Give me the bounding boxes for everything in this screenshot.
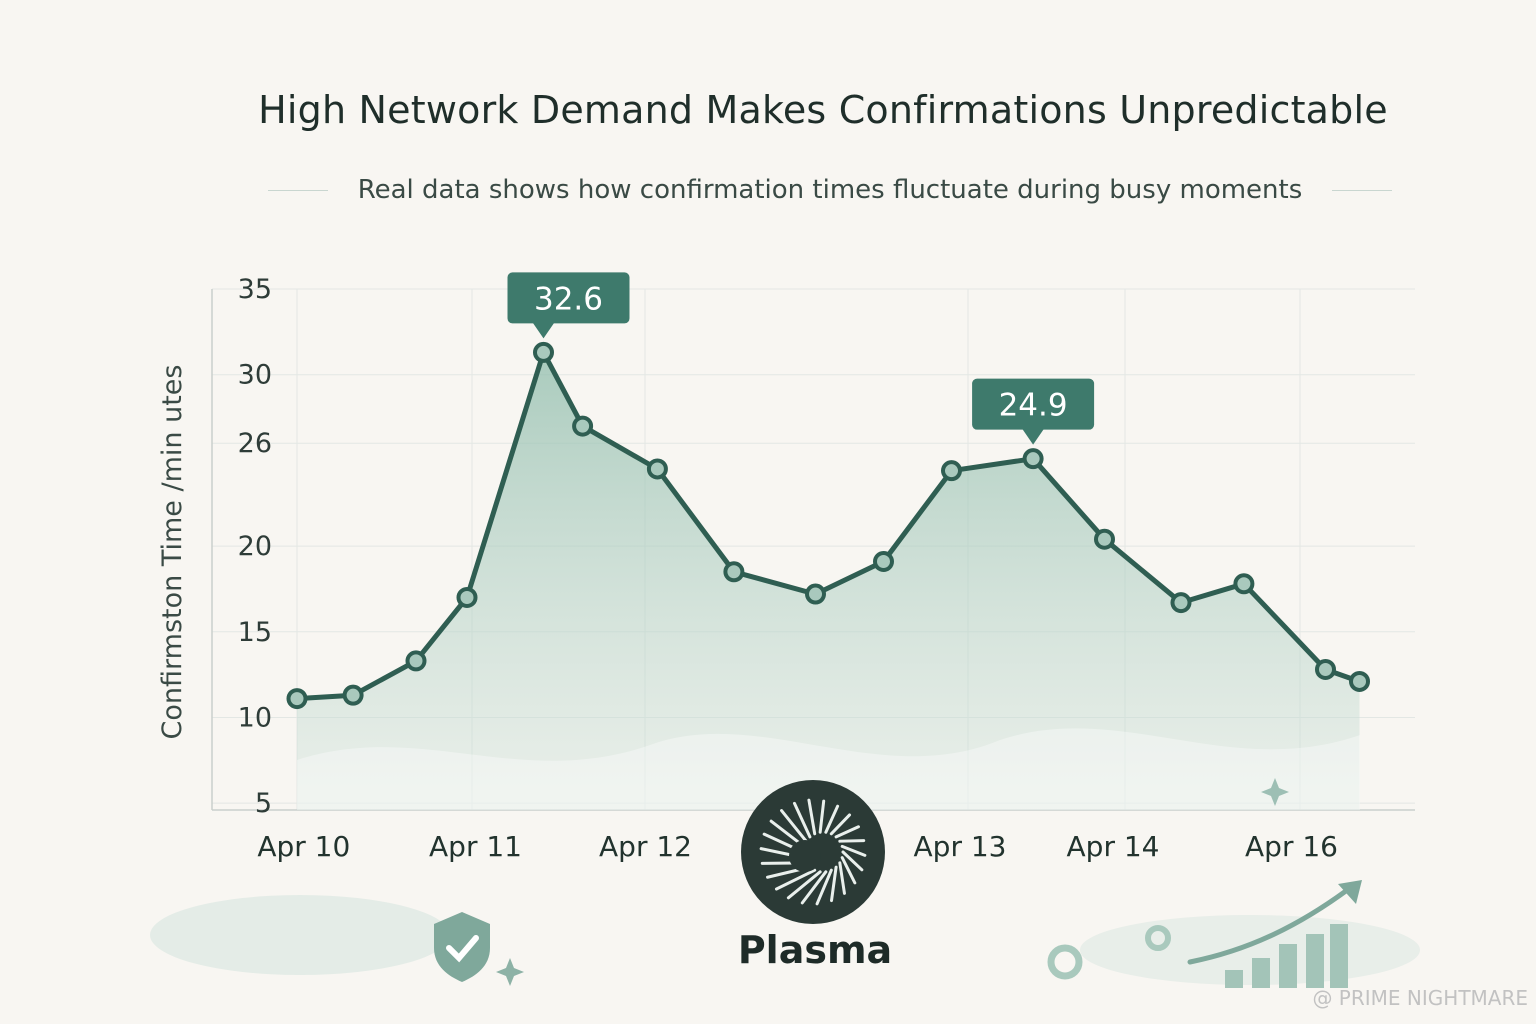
decorative-wave xyxy=(297,728,1360,810)
plasma-logo-ray xyxy=(840,856,857,885)
bar-chart-icon xyxy=(1279,944,1297,988)
plasma-logo-ray xyxy=(774,868,817,891)
plasma-logo-ray xyxy=(830,865,838,903)
y-tick-label: 35 xyxy=(238,274,272,305)
ring-icon xyxy=(1145,925,1171,951)
plasma-logo-ray xyxy=(838,839,866,843)
plasma-logo-core xyxy=(789,840,821,872)
data-point xyxy=(723,561,745,583)
growth-arrow-icon xyxy=(1187,885,1353,965)
ring-icon xyxy=(1047,944,1083,980)
y-axis-label: Confirmston Time /min utes xyxy=(157,365,188,740)
decoration-layer xyxy=(150,728,1420,988)
sparkle-icon xyxy=(496,958,524,986)
data-point xyxy=(646,458,668,480)
callout-label: 32.6 xyxy=(534,281,603,317)
x-tick-label: Apr 10 xyxy=(257,830,350,863)
decorative-blob xyxy=(1080,915,1420,985)
plasma-logo-ray xyxy=(780,809,808,843)
y-tick-label: 10 xyxy=(238,702,272,733)
plasma-logo-ray xyxy=(807,798,817,836)
chart-subtitle: Real data shows how confirmation times f… xyxy=(357,175,1303,205)
plasma-logo-ray xyxy=(829,813,852,836)
callout-box xyxy=(972,378,1095,430)
x-tick-label: Apr 12 xyxy=(599,830,692,863)
data-point xyxy=(1233,573,1255,595)
bar-chart-icon xyxy=(1252,958,1270,988)
data-point xyxy=(405,650,427,672)
growth-arrow-head xyxy=(1338,880,1362,904)
callout-label: 24.9 xyxy=(999,388,1068,424)
bar-chart-icon xyxy=(1330,924,1348,988)
callout-box xyxy=(507,272,630,324)
y-tick-label: 26 xyxy=(238,428,272,459)
x-tick-label: Apr 11 xyxy=(429,830,522,863)
data-point xyxy=(286,688,308,710)
data-points xyxy=(286,341,1370,710)
plasma-logo-ray xyxy=(841,850,864,872)
bar-chart-icon xyxy=(1306,934,1324,988)
x-tick-label: Apr 14 xyxy=(1067,830,1160,863)
brand-name: Plasma xyxy=(737,928,893,972)
plasma-logo-ray xyxy=(838,861,846,895)
sparkle-icon xyxy=(1261,778,1289,806)
plasma-logo-ray xyxy=(818,799,826,834)
data-point xyxy=(1315,658,1336,680)
plasma-logo-ray xyxy=(792,801,812,839)
plasma-logo-icon xyxy=(741,780,885,924)
data-point xyxy=(1022,448,1044,470)
data-point xyxy=(873,550,894,572)
x-tick-label: Apr 13 xyxy=(914,830,1007,863)
plasma-logo-ray xyxy=(786,870,822,900)
x-tick-label: Apr 16 xyxy=(1245,830,1338,863)
subtitle-rule-left xyxy=(267,189,328,191)
subtitle-rule-right xyxy=(1332,189,1393,191)
data-point xyxy=(805,583,826,605)
plasma-logo-ray xyxy=(824,804,840,834)
plasma-logo-ray xyxy=(815,868,833,906)
callouts: 32.6 24.9 xyxy=(507,272,1095,445)
data-point xyxy=(1094,528,1115,550)
plasma-logo-ray xyxy=(840,844,867,857)
data-point xyxy=(941,460,962,482)
plasma-logo-ray xyxy=(834,825,860,839)
shield-check-icon xyxy=(434,912,490,982)
data-point xyxy=(456,586,478,608)
y-tick-label: 15 xyxy=(238,617,272,648)
watermark: @ PRIME NIGHTMARE xyxy=(1312,986,1528,1010)
shield-check-mark xyxy=(446,935,479,963)
data-point xyxy=(533,341,554,363)
subtitle-row: Real data shows how confirmation times f… xyxy=(200,170,1460,210)
y-tick-label: 30 xyxy=(238,360,272,391)
data-point xyxy=(1170,592,1192,614)
tick-labels: 5 10 15 20 26 30 35 Confirmston Time /min utes A… xyxy=(157,274,1338,863)
bar-chart-icon xyxy=(1225,970,1243,988)
data-point xyxy=(572,415,594,437)
data-point xyxy=(342,684,364,706)
series-area xyxy=(297,352,1360,810)
y-tick-label: 20 xyxy=(238,531,272,562)
y-tick-label: 5 xyxy=(255,788,272,819)
decorative-blob xyxy=(150,895,450,975)
callout-pointer xyxy=(532,322,555,339)
data-point xyxy=(1349,670,1370,692)
area-layer xyxy=(297,352,1360,810)
plasma-logo-ray xyxy=(800,870,828,905)
chart-title: High Network Demand Makes Confirmations … xyxy=(258,88,1388,132)
callout-pointer xyxy=(1022,428,1045,445)
